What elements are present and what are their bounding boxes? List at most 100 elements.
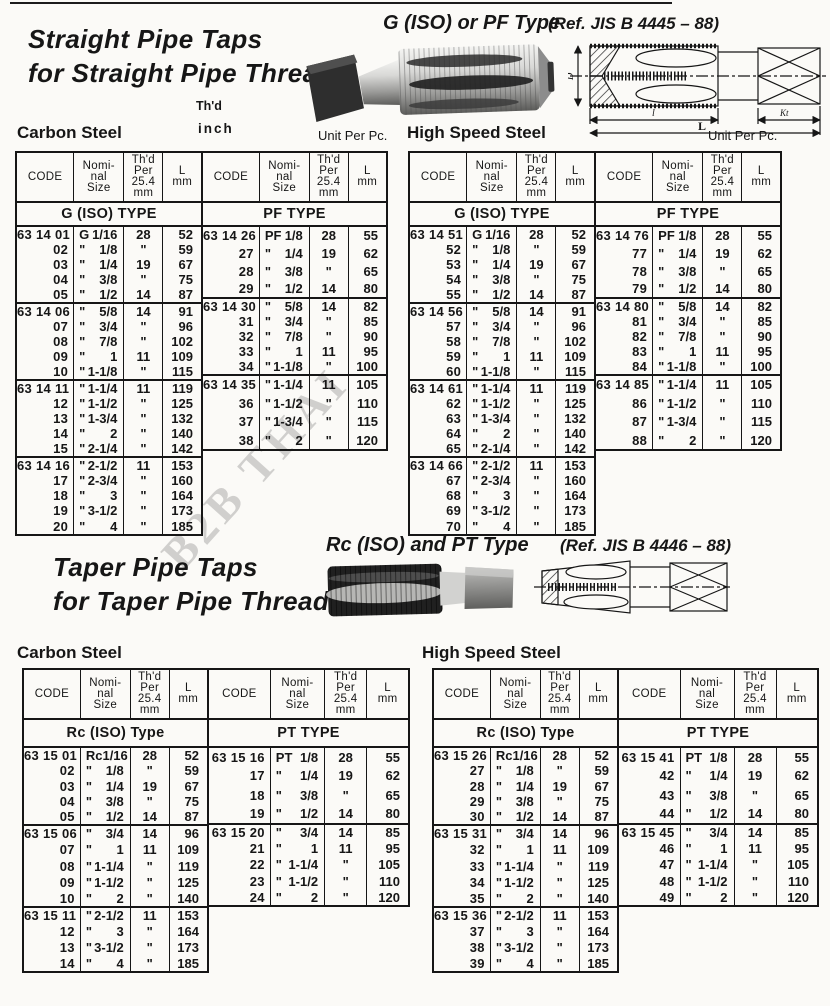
size-cell: " 1-1/4 <box>269 856 325 874</box>
size-value: 1-1/2 <box>87 396 118 411</box>
length-cell: 82 <box>741 298 781 314</box>
size-cell: " 4 <box>73 518 124 535</box>
code-cell: 49 <box>659 889 675 905</box>
thd-cell: 14 <box>733 824 776 841</box>
length-cell: 185 <box>168 955 208 973</box>
thd-cell: " <box>123 441 163 457</box>
thd-cell: " <box>539 857 580 875</box>
code-cell: 63 14 61 <box>410 381 464 396</box>
size-block: 63 14 80 " 5/8 14 82 81 " 3/4 " 85 82 " 7/8 " 90 83 " 1 11… <box>595 298 781 375</box>
type-header-row: G (ISO) TYPE <box>409 202 595 226</box>
size-cell: " 3/8 <box>258 262 310 280</box>
size-cell: " 2-1/2 <box>73 457 124 473</box>
code-cell: 42 <box>659 768 675 784</box>
size-value: 1/8 <box>299 749 319 765</box>
size-prefix: PT <box>275 749 293 765</box>
thd-cell: 11 <box>129 841 170 858</box>
size-prefix: " <box>472 364 479 379</box>
size-value: 3/8 <box>678 263 697 279</box>
thd-cell: 28 <box>516 226 556 242</box>
length-cell: 96 <box>578 825 618 842</box>
size-cell: " 1/8 <box>79 763 131 779</box>
length-cell: 87 <box>168 809 208 826</box>
size-cell: " 1-3/4 <box>652 412 703 432</box>
thd-cell: " <box>308 329 349 344</box>
spec-row: 63 14 56 " 5/8 14 91 <box>409 303 595 319</box>
size-value: 3-1/2 <box>504 940 534 956</box>
thd-cell: 14 <box>516 303 556 319</box>
size-value: 1/2 <box>99 287 118 302</box>
spec-row: 77 " 1/4 19 62 <box>595 244 781 262</box>
size-cell: " 1/2 <box>489 809 541 826</box>
length-cell: 62 <box>347 244 387 262</box>
size-prefix: " <box>472 272 479 287</box>
code-cell: 83 <box>632 344 648 359</box>
spec-row: 04 " 3/8 " 75 <box>16 272 202 287</box>
code-cell: 62 <box>446 396 462 411</box>
spec-row: 58 " 7/8 " 102 <box>409 334 595 349</box>
size-value: 3 <box>116 924 124 939</box>
length-cell: 100 <box>741 359 781 375</box>
size-value: 1/8 <box>709 749 728 765</box>
code-cell: 63 15 36 <box>434 908 488 924</box>
code-cell: 18 <box>249 787 265 803</box>
size-value: 1 <box>116 842 124 858</box>
col-header-nominal-size: Nomi-nal Size <box>79 669 131 720</box>
straight-tap-photo <box>303 38 555 127</box>
size-prefix: Rc <box>85 748 103 763</box>
size-prefix: Rc <box>495 748 513 763</box>
size-value: 1/8 <box>284 228 303 243</box>
code-cell: 65 <box>446 441 462 456</box>
length-cell: 67 <box>555 257 595 272</box>
size-value: 4 <box>110 518 118 534</box>
size-value: 5/8 <box>284 299 303 314</box>
thd-cell: 11 <box>539 841 580 858</box>
unit-per-pc-straight-right: Unit Per Pc. <box>708 128 778 143</box>
spec-row: 46 " 1 11 95 <box>618 840 818 857</box>
col-header-code: CODE <box>618 669 680 720</box>
spec-row: 04 " 3/8 " 75 <box>23 793 208 810</box>
spec-row: 69 " 3-1/2 " 173 <box>409 503 595 519</box>
thd-cell: 14 <box>702 298 742 314</box>
size-cell: " 1 <box>73 349 124 364</box>
size-cell: " 1-3/4 <box>73 411 124 426</box>
size-cell: " 7/8 <box>73 334 124 349</box>
code-cell: 59 <box>446 349 462 364</box>
size-prefix: " <box>658 359 665 374</box>
spec-row: 63 15 36 " 2-1/2 11 153 <box>433 907 618 924</box>
thd-cell: 28 <box>308 226 349 244</box>
size-value: 1-3/4 <box>480 411 511 426</box>
size-prefix: " <box>495 809 503 825</box>
code-cell: 63 14 06 <box>17 304 71 319</box>
code-cell: 13 <box>53 411 69 426</box>
size-value: 3-1/2 <box>94 940 124 956</box>
col-header-code: CODE <box>595 152 653 203</box>
spec-row: 78 " 3/8 " 65 <box>595 262 781 280</box>
size-value: 1/2 <box>105 809 124 825</box>
code-cell: 46 <box>659 841 675 857</box>
spec-row: 63 " 1-3/4 " 132 <box>409 411 595 426</box>
size-value: 1 <box>689 344 697 359</box>
size-prefix: " <box>658 314 665 329</box>
size-cell: " 7/8 <box>258 329 310 344</box>
size-prefix: " <box>495 875 503 891</box>
size-cell: " 1-1/2 <box>652 393 703 413</box>
size-value: 1-3/4 <box>87 411 118 426</box>
code-cell: 63 14 01 <box>17 227 71 242</box>
size-prefix: " <box>658 414 665 430</box>
size-prefix: " <box>472 488 479 504</box>
length-cell: 67 <box>168 778 208 794</box>
size-prefix: " <box>658 377 665 393</box>
size-prefix: " <box>495 890 503 906</box>
thd-cell: 11 <box>516 349 556 364</box>
size-value: 1-1/4 <box>666 377 697 393</box>
spec-row: 10 " 2 " 140 <box>23 890 208 908</box>
thd-cell: 19 <box>308 244 349 262</box>
thd-cell: " <box>539 763 580 779</box>
length-cell: 164 <box>578 923 618 940</box>
size-value: 1/8 <box>515 763 534 779</box>
spec-row: 29 " 1/2 14 80 <box>202 280 387 298</box>
size-cell: " 1-1/8 <box>466 364 517 380</box>
